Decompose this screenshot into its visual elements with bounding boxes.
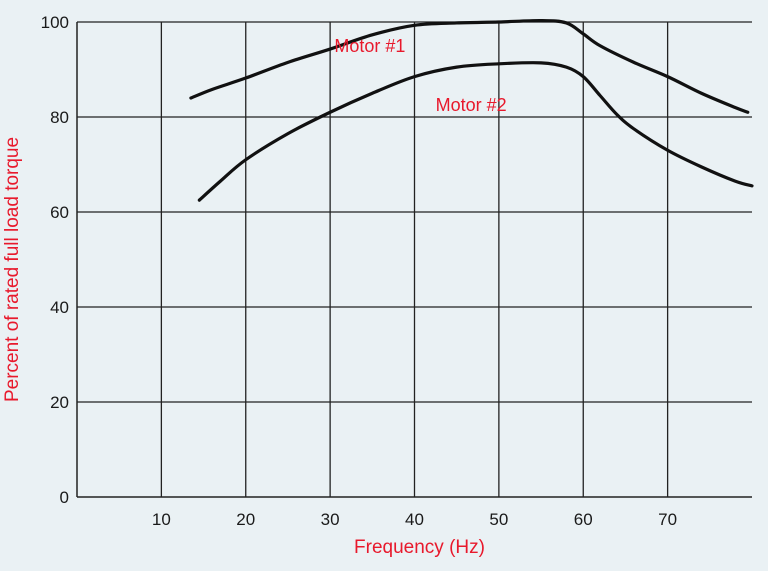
x-tick-label: 20 <box>236 510 255 529</box>
plot-frame <box>76 22 752 498</box>
y-tick-label: 40 <box>50 298 69 317</box>
y-axis-title: Percent of rated full load torque <box>2 137 23 402</box>
series-label-motor-2: Motor #2 <box>436 95 507 115</box>
series-label-motor-1: Motor #1 <box>334 36 405 56</box>
y-tick-label: 20 <box>50 393 69 412</box>
x-tick-label: 30 <box>321 510 340 529</box>
x-tick-label: 10 <box>152 510 171 529</box>
y-tick-label: 60 <box>50 203 69 222</box>
series-group: Motor #1 Motor #2 <box>189 18 754 202</box>
x-axis-ticks: 10 20 30 40 50 60 70 <box>152 510 677 529</box>
x-tick-label: 40 <box>405 510 424 529</box>
y-tick-label: 100 <box>41 13 69 32</box>
series-line-motor-1 <box>189 18 750 114</box>
series-line-motor-2 <box>197 61 754 202</box>
grid <box>77 21 752 497</box>
x-tick-label: 50 <box>489 510 508 529</box>
x-tick-label: 60 <box>574 510 593 529</box>
y-tick-label: 80 <box>50 108 69 127</box>
x-axis-title: Frequency (Hz) <box>354 537 485 558</box>
x-tick-label: 70 <box>658 510 677 529</box>
y-axis-ticks: 0 20 40 60 80 100 <box>41 13 69 507</box>
y-tick-label: 0 <box>60 488 69 507</box>
